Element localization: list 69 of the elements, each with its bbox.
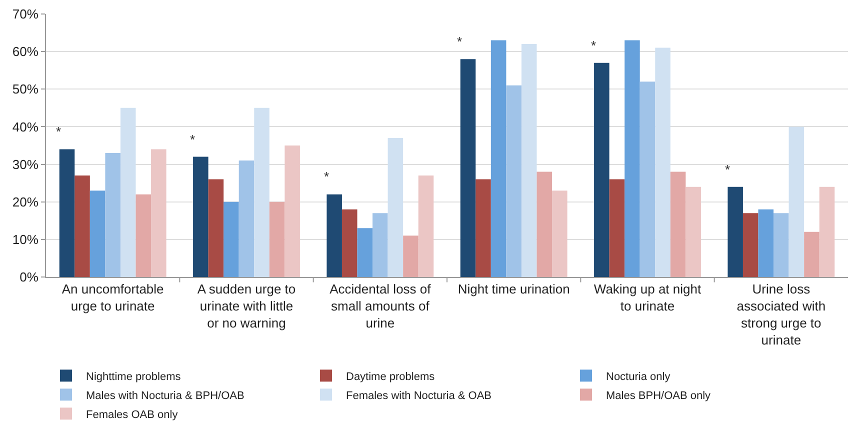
bar xyxy=(774,213,789,277)
x-tick-label: An uncomfortable urge to urinate xyxy=(62,282,164,314)
legend-label: Daytime problems xyxy=(346,370,436,383)
bar xyxy=(151,149,166,277)
bar xyxy=(788,126,804,277)
bar xyxy=(624,40,640,277)
x-tick-label: Accidental loss of small amounts of urine xyxy=(330,282,432,330)
annotation: * xyxy=(190,132,196,147)
x-tick-label: Waking up at night to urinate xyxy=(594,282,702,314)
bar xyxy=(357,228,373,277)
y-tick-label: 40% xyxy=(12,119,39,134)
bar xyxy=(105,153,120,277)
annotation: * xyxy=(56,124,62,139)
bar xyxy=(819,186,835,277)
annotation: * xyxy=(457,34,462,49)
legend-label: Females with Nocturia & OAB xyxy=(346,390,492,402)
bar xyxy=(728,186,743,277)
legend-label: Nocturia only xyxy=(606,370,671,383)
bar xyxy=(742,213,758,277)
x-tick-label: Night time urination xyxy=(458,282,570,297)
bar xyxy=(326,194,342,277)
bar xyxy=(74,176,90,277)
annotation: * xyxy=(591,38,596,53)
bar xyxy=(476,179,491,277)
bar xyxy=(521,44,537,277)
bar xyxy=(269,202,285,277)
legend-label: Nighttime problems xyxy=(86,370,182,383)
bar xyxy=(136,194,152,277)
bar xyxy=(254,108,270,277)
legend-label: Males with Nocturia & BPH/OAB xyxy=(86,390,244,402)
bar xyxy=(403,236,418,277)
y-tick-label: 50% xyxy=(12,82,39,97)
bar xyxy=(640,82,656,277)
bar xyxy=(609,179,625,277)
bar xyxy=(506,85,522,277)
legend-label: Females OAB only xyxy=(86,408,178,421)
bar xyxy=(758,209,774,277)
x-tick-label: Urine loss associated with strong urge to urinate xyxy=(736,282,826,348)
annotation: * xyxy=(725,162,730,177)
bar xyxy=(552,190,568,277)
y-tick-label: 20% xyxy=(12,194,39,210)
bar xyxy=(460,59,476,277)
y-tick-label: 0% xyxy=(20,270,39,285)
bar xyxy=(120,108,136,277)
bar xyxy=(208,179,224,277)
bar xyxy=(418,176,434,277)
bar xyxy=(238,160,254,277)
y-tick-label: 70% xyxy=(12,6,39,22)
bar xyxy=(536,172,552,277)
x-tick-label: A sudden urge to urinate with little or no warning xyxy=(197,282,296,330)
bar xyxy=(90,190,106,277)
bar xyxy=(594,62,610,277)
bar xyxy=(686,186,701,277)
y-tick-label: 60% xyxy=(12,44,39,60)
bar xyxy=(284,146,300,277)
bar xyxy=(224,202,239,277)
bar xyxy=(670,172,686,277)
legend-label: Males BPH/OAB only xyxy=(606,390,712,402)
bar xyxy=(804,232,820,277)
annotation: * xyxy=(324,169,330,184)
bar xyxy=(388,138,404,277)
y-tick-label: 10% xyxy=(12,232,39,247)
bar xyxy=(342,209,358,277)
bar xyxy=(655,48,670,277)
bar xyxy=(193,156,208,277)
bar xyxy=(490,40,506,277)
y-tick-label: 30% xyxy=(12,156,39,172)
bar xyxy=(372,213,388,277)
bar xyxy=(59,149,75,277)
